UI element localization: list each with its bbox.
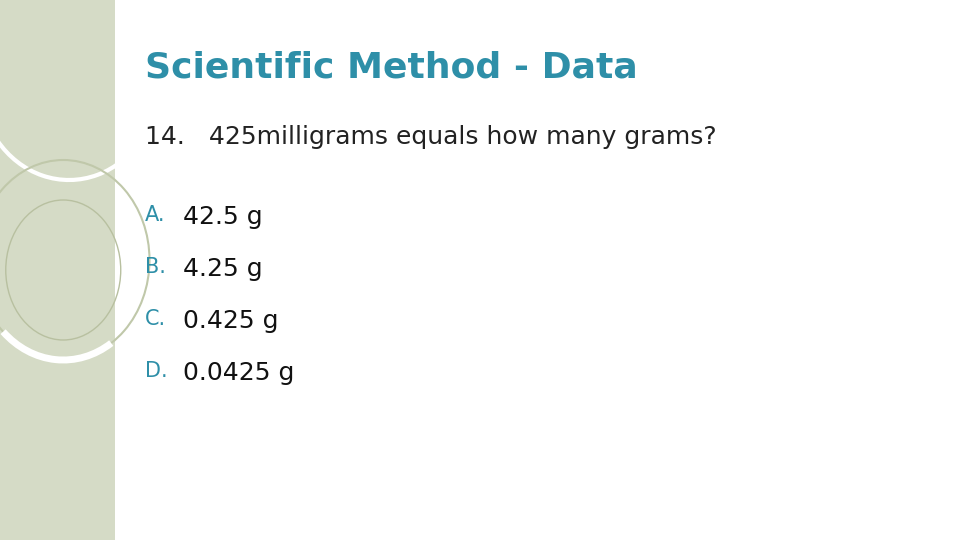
Text: C.: C. xyxy=(145,309,166,329)
Text: A.: A. xyxy=(145,205,165,225)
Text: D.: D. xyxy=(145,361,168,381)
Text: 42.5 g: 42.5 g xyxy=(183,205,263,229)
Text: 0.425 g: 0.425 g xyxy=(183,309,278,333)
Bar xyxy=(0,0,115,540)
Text: B.: B. xyxy=(145,257,166,277)
Text: 0.0425 g: 0.0425 g xyxy=(183,361,295,385)
Text: 4.25 g: 4.25 g xyxy=(183,257,263,281)
Text: 14.   425milligrams equals how many grams?: 14. 425milligrams equals how many grams? xyxy=(145,125,716,149)
Text: Scientific Method - Data: Scientific Method - Data xyxy=(145,50,637,84)
